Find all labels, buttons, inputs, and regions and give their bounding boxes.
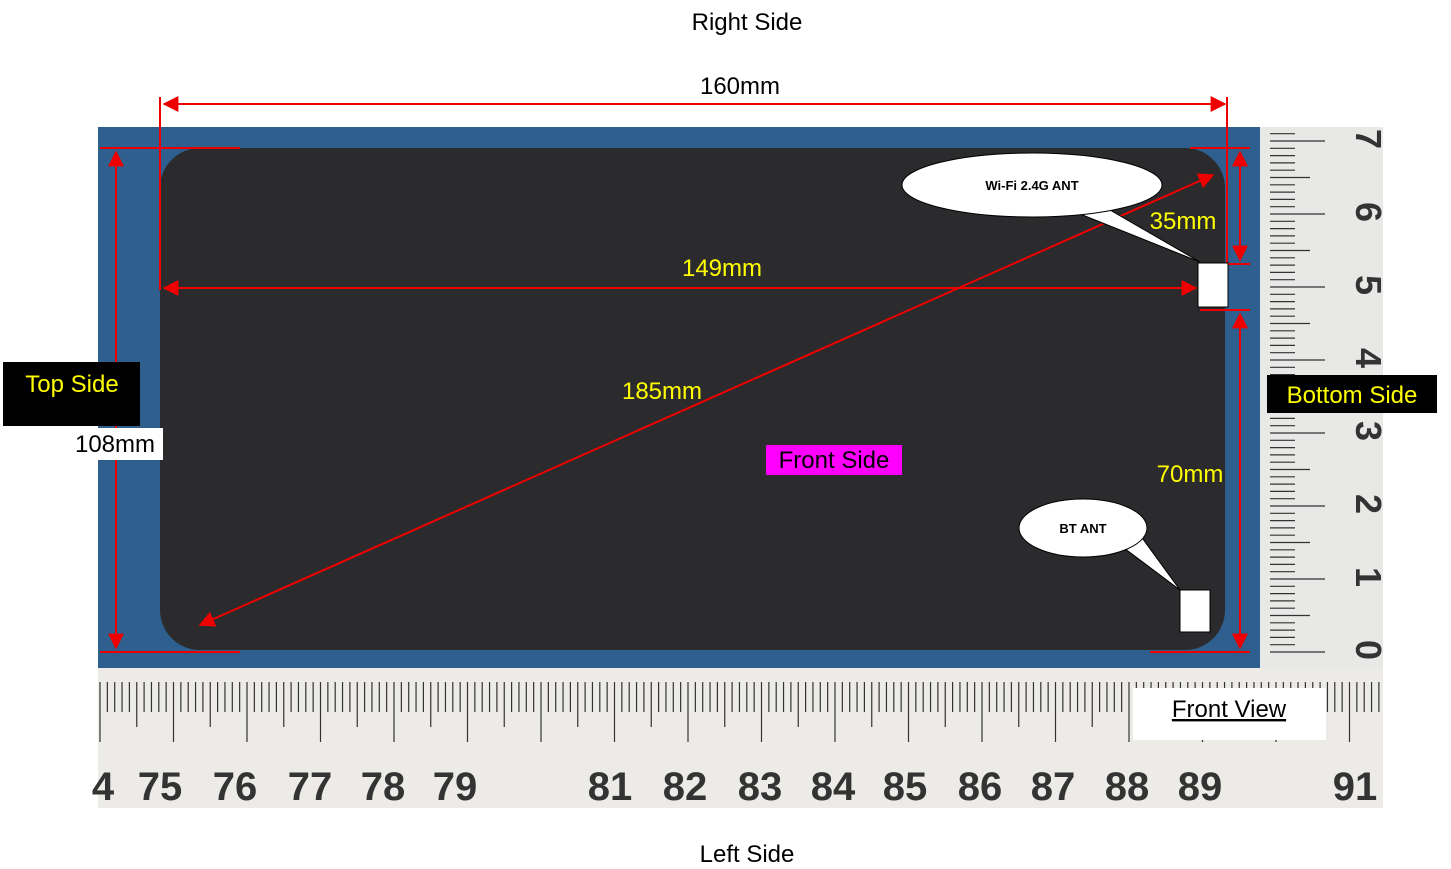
antenna-label: Wi-Fi 2.4G ANT — [985, 178, 1078, 193]
dimension-label: 149mm — [682, 255, 762, 282]
ruler-number: 79 — [433, 765, 478, 809]
ruler-number: 4 — [1348, 348, 1389, 368]
ruler-number: 82 — [663, 765, 708, 809]
ruler-number: 83 — [738, 765, 783, 809]
ruler-number: 88 — [1105, 765, 1150, 809]
label-box — [1133, 688, 1326, 740]
bottom-title: Left Side — [700, 841, 795, 868]
ruler-number: 76 — [213, 765, 258, 809]
label-box — [766, 445, 902, 475]
bt-antenna — [1179, 589, 1211, 633]
antenna-label: BT ANT — [1059, 521, 1106, 536]
ruler-number: 91 — [1333, 765, 1378, 809]
caption: Front View — [1172, 696, 1287, 723]
view-title: Right Side — [692, 9, 803, 36]
dimension-label: 185mm — [622, 378, 702, 405]
ruler-number: 89 — [1178, 765, 1223, 809]
callout — [901, 152, 1163, 218]
ruler-number: 3 — [1348, 421, 1389, 441]
ruler-number: 78 — [361, 765, 406, 809]
ruler-number: 81 — [588, 765, 633, 809]
ruler-number: 86 — [958, 765, 1003, 809]
label-box — [1267, 375, 1437, 413]
ruler-number: 84 — [811, 765, 856, 809]
dimension-label: 35mm — [1150, 208, 1217, 235]
ruler-ticks — [99, 133, 1380, 742]
front-label: Front Side — [779, 447, 890, 474]
ruler-number: 87 — [1031, 765, 1076, 809]
ruler-labels: 4 75 76 77 78 79 81 82 83 84 85 86 87 88 89 91 0 1 2 3 4 5 6 7 — [92, 129, 1389, 809]
label-box — [3, 362, 140, 426]
ruler-number: 4 — [92, 765, 115, 809]
ruler-number: 85 — [883, 765, 928, 809]
ruler-number: 1 — [1348, 567, 1389, 587]
dimension-label: 160mm — [700, 73, 780, 100]
wifi-antenna — [1197, 262, 1229, 308]
ruler-number: 0 — [1348, 640, 1389, 660]
side-label: Bottom Side — [1287, 382, 1418, 409]
ruler-number: 75 — [138, 765, 183, 809]
label-box — [68, 428, 163, 460]
dimension-label: 108mm — [75, 431, 155, 458]
dimension-label: 70mm — [1157, 461, 1224, 488]
ruler-number: 77 — [288, 765, 333, 809]
ruler-number: 5 — [1348, 275, 1389, 295]
ruler-number: 2 — [1348, 494, 1389, 514]
callout — [1018, 498, 1148, 558]
side-label: Top Side — [25, 371, 118, 398]
ruler-number: 6 — [1348, 202, 1389, 222]
ruler-number: 7 — [1348, 129, 1389, 149]
